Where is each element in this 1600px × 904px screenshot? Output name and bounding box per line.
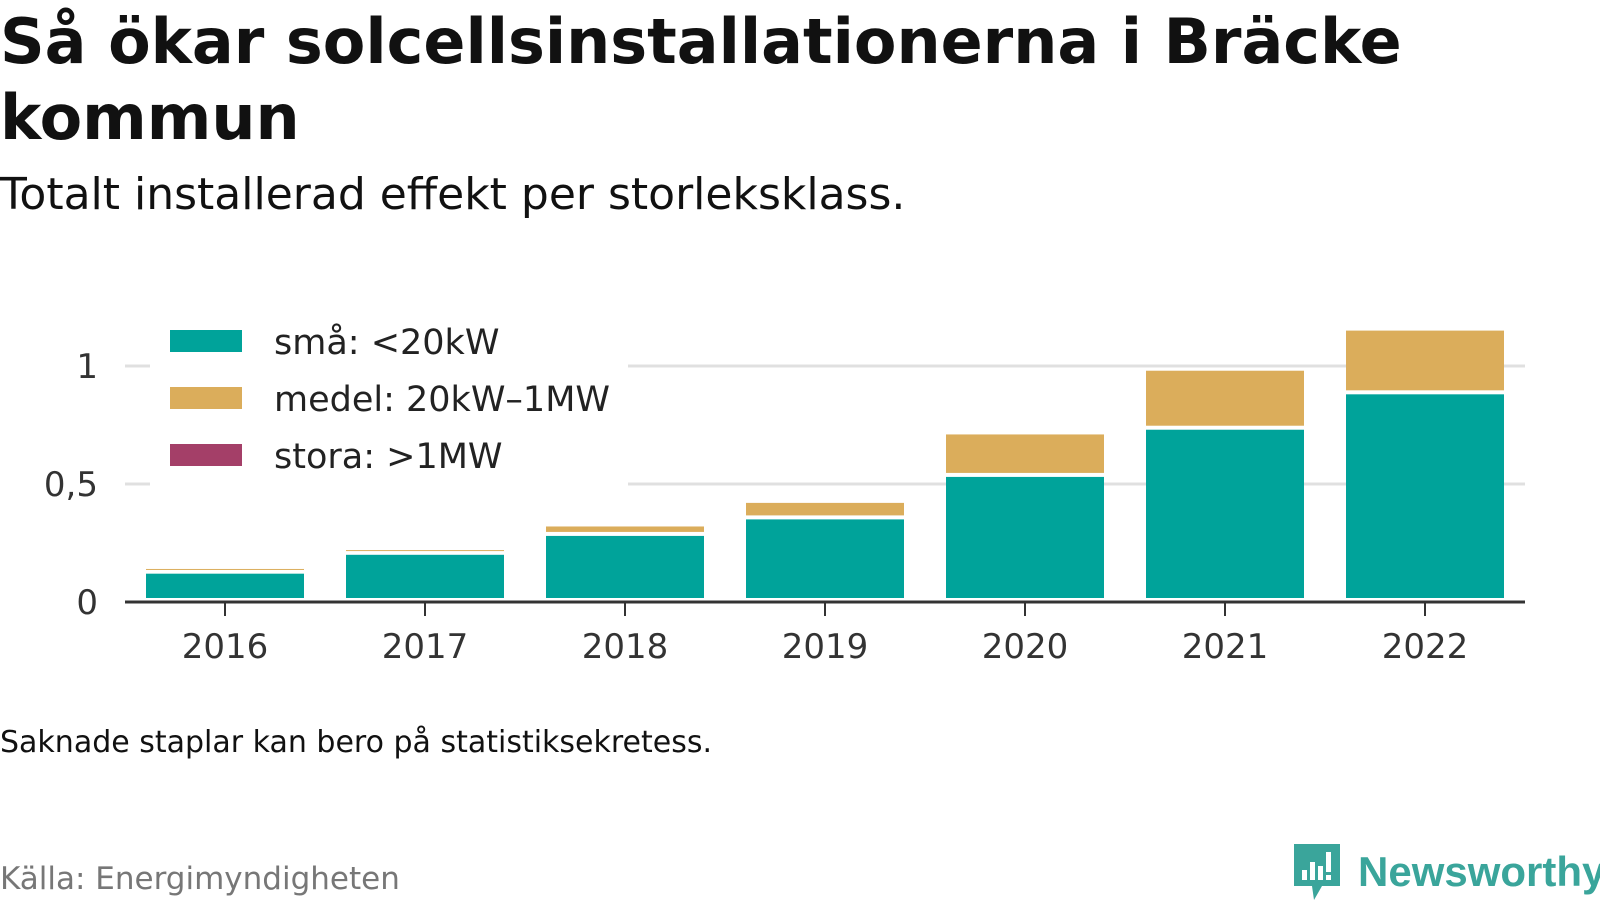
bar-segment [346, 554, 504, 598]
legend-label: små: <20kW [274, 322, 499, 363]
y-tick-label: 1 [76, 347, 98, 387]
bar-segment [746, 502, 904, 516]
legend-swatch [170, 330, 242, 352]
chart-subtitle: Totalt installerad effekt per storlekskl… [0, 169, 906, 220]
bar-segment [546, 526, 704, 532]
legend-swatch [170, 444, 242, 466]
bar-segment [1146, 370, 1304, 426]
legend-label: medel: 20kW–1MW [274, 380, 610, 420]
bar-chart-bubble-icon [1294, 844, 1340, 900]
legend-label: stora: >1MW [274, 437, 503, 477]
bar-segment [1346, 394, 1504, 598]
bar-segment [946, 476, 1104, 598]
x-tick-label: 2019 [782, 627, 869, 667]
bar-segment [546, 535, 704, 598]
bar-segment [146, 568, 304, 570]
source-text: Källa: Energimyndigheten [0, 861, 400, 897]
bar-segment [1146, 429, 1304, 598]
y-tick-label: 0,5 [44, 465, 98, 505]
bar-segment [746, 519, 904, 598]
x-tick-label: 2017 [382, 627, 469, 667]
x-tick-label: 2018 [582, 627, 669, 667]
bar-segment [346, 550, 504, 552]
bar-segment [946, 434, 1104, 473]
footnote: Saknade staplar kan bero på statistiksek… [0, 725, 713, 760]
brand-name: Newsworthy [1358, 848, 1600, 895]
x-tick-label: 2021 [1182, 627, 1269, 667]
bar-segment [1346, 330, 1504, 391]
bar-segment [146, 573, 304, 598]
x-tick-label: 2016 [182, 627, 269, 667]
brand-logo: Newsworthy [1292, 840, 1600, 904]
legend-swatch [170, 387, 242, 409]
x-tick-label: 2020 [982, 627, 1069, 667]
y-tick-label: 0 [76, 583, 98, 623]
x-tick-label: 2022 [1382, 627, 1469, 667]
chart-title: Så ökar solcellsinstallationerna i Bräck… [0, 5, 1402, 154]
